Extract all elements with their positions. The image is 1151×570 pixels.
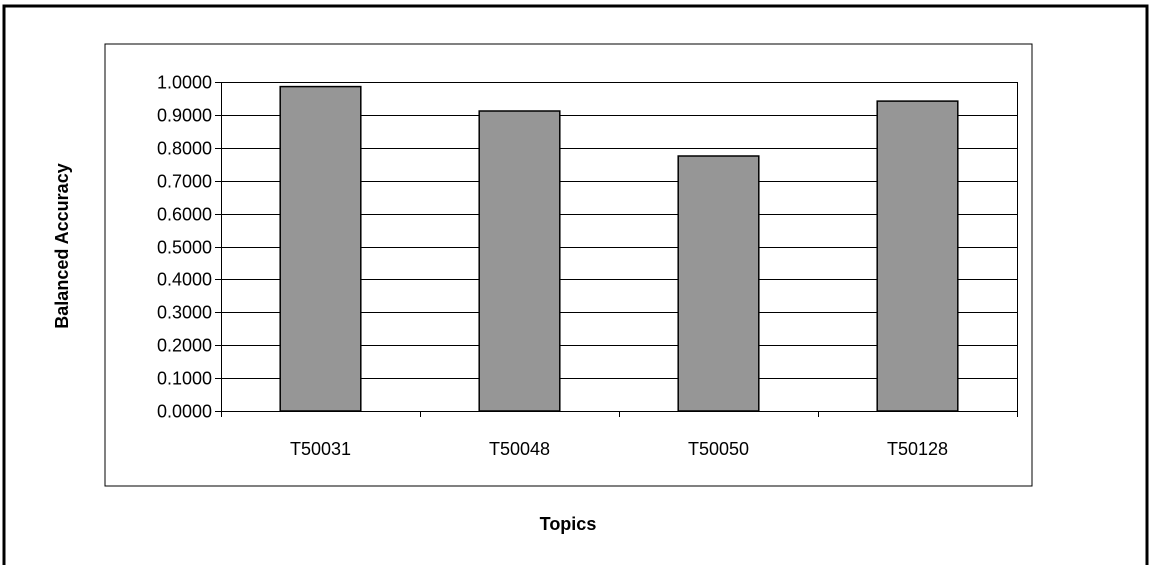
bar-t50050: [677, 155, 760, 412]
bar-t50048: [478, 110, 561, 412]
bar-t50128: [876, 100, 959, 412]
x-tick-label: T50048: [489, 439, 550, 459]
y-tick-label: 0.0000: [157, 402, 212, 422]
y-tick-label: 0.6000: [157, 205, 212, 225]
y-axis-title: Balanced Accuracy: [52, 163, 72, 328]
y-tick-label: 0.3000: [157, 303, 212, 323]
figure-border: [2, 4, 1149, 565]
x-tick-label: T50050: [688, 439, 749, 459]
x-axis-title: Topics: [540, 514, 597, 534]
y-tick-label: 0.8000: [157, 139, 212, 159]
y-tick-labels: 0.0000 0.1000 0.2000 0.3000 0.4000 0.5000 0.60…: [157, 73, 212, 422]
y-tick-label: 0.5000: [157, 238, 212, 258]
bar-t50031: [279, 85, 362, 412]
y-tick-label: 0.7000: [157, 172, 212, 192]
y-tick-label: 0.1000: [157, 369, 212, 389]
y-tick-label: 0.9000: [157, 106, 212, 126]
x-tick-label: T50031: [290, 439, 351, 459]
y-tick-label: 0.2000: [157, 336, 212, 356]
y-tick-label: 1.0000: [157, 73, 212, 93]
x-tick-labels: T50031 T50048 T50050 T50128: [290, 439, 948, 459]
bar-series: [279, 85, 959, 412]
y-tick-label: 0.4000: [157, 270, 212, 290]
x-tick-label: T50128: [887, 439, 948, 459]
axes: [215, 82, 1018, 417]
